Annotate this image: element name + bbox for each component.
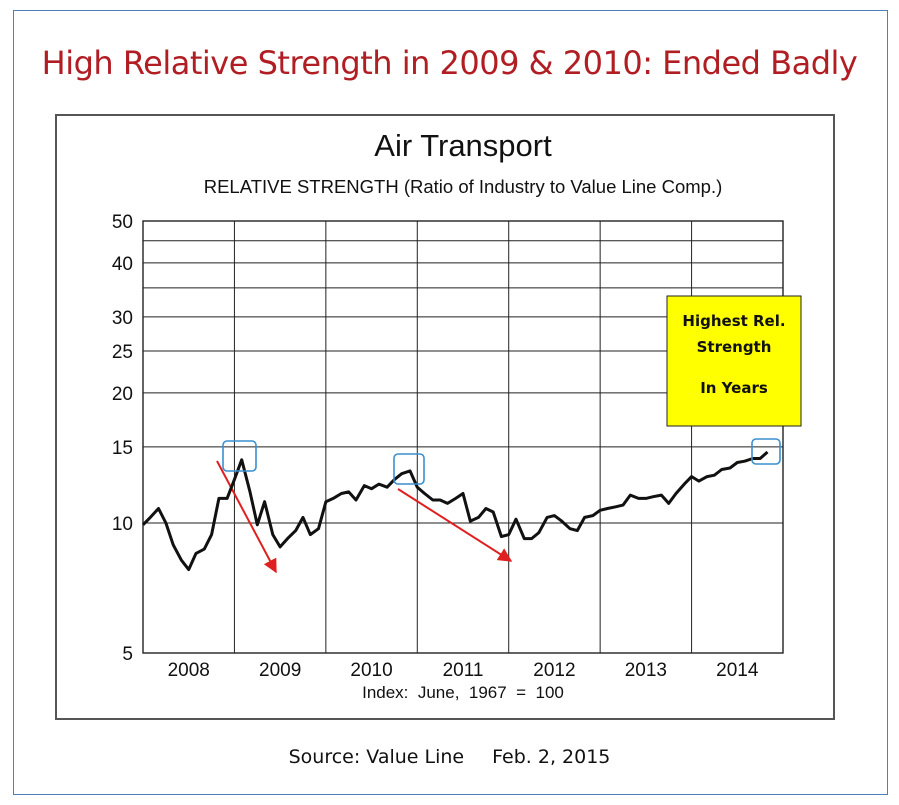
source-line: Source: Value Line Feb. 2, 2015 (0, 746, 899, 768)
y-tick-label: 25 (112, 342, 133, 363)
series-layer (141, 450, 769, 572)
x-tick-label: 2010 (350, 660, 392, 681)
highlight-box-2014 (751, 438, 781, 465)
plot-border (142, 220, 784, 654)
highlight-box-2010-peak (393, 453, 425, 485)
x-tick-label: 2012 (533, 660, 575, 681)
chart-title: Air Transport (374, 128, 552, 163)
source-date: Feb. 2, 2015 (492, 746, 611, 768)
callout-line-2: Strength (697, 338, 772, 356)
callout-box (666, 295, 802, 427)
x-tick-label: 2014 (716, 660, 759, 681)
highlight-box-2009-peak (222, 440, 257, 472)
y-tick-label: 5 (122, 644, 133, 665)
page-title: High Relative Strength in 2009 & 2010: E… (41, 44, 858, 82)
x-tick-label: 2013 (625, 660, 667, 681)
callout-line-3: In Years (700, 379, 768, 397)
callout-line-1: Highest Rel. (682, 312, 785, 330)
x-tick-labels: 2008 2009 2010 2011 2012 2013 2014 (168, 660, 759, 681)
annotation-arrow-2011 (397, 488, 513, 562)
outer-frame (13, 10, 888, 795)
chart-subtitle: RELATIVE STRENGTH (Ratio of Industry to … (204, 176, 723, 197)
x-axis-label: Index: June, 1967 = 100 (362, 683, 564, 702)
y-tick-label: 30 (112, 308, 133, 329)
y-tick-label: 20 (112, 384, 133, 405)
x-tick-label: 2011 (443, 660, 484, 681)
y-tick-label: 40 (112, 254, 133, 275)
chart-svg: Air Transport RELATIVE STRENGTH (Ratio o… (112, 128, 802, 702)
source-text: Source: Value Line (288, 746, 465, 768)
x-tick-label: 2008 (168, 660, 210, 681)
chart-frame: Air Transport RELATIVE STRENGTH (Ratio o… (55, 114, 835, 720)
x-tick-label: 2009 (259, 660, 301, 681)
y-tick-label: 50 (112, 212, 133, 233)
relative-strength-line (141, 450, 769, 572)
y-tick-label: 10 (112, 514, 133, 535)
y-tick-labels: 5 10 15 20 25 30 40 50 (112, 212, 133, 665)
annotation-arrow-2009 (216, 460, 277, 574)
y-tick-label: 15 (112, 438, 133, 459)
grid-layer (142, 220, 784, 654)
